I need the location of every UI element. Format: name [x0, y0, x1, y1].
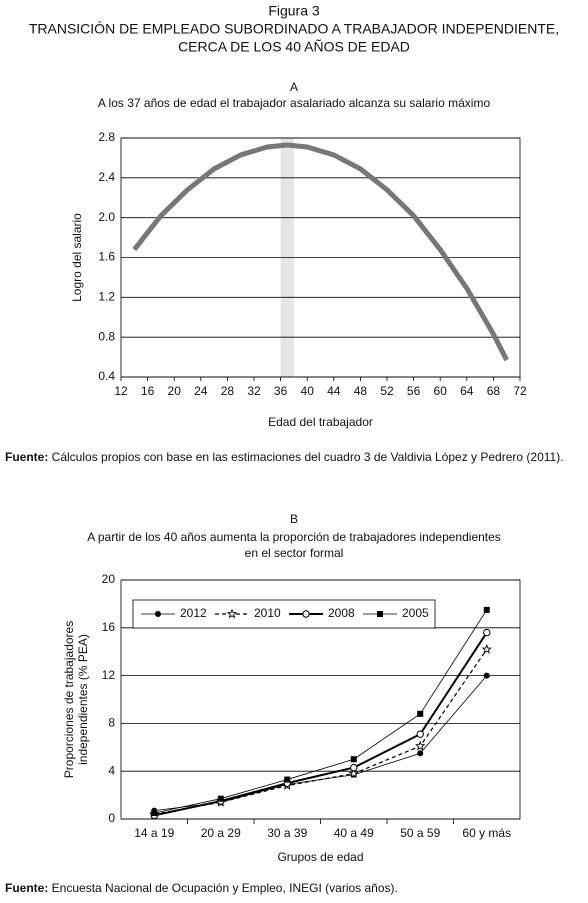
- salary-curve: [132, 142, 509, 362]
- x-tick-label: 60: [434, 384, 448, 398]
- x-axis-label: Edad del trabajador: [268, 415, 373, 429]
- source-b: Fuente: Encuesta Nacional de Ocupación y…: [5, 881, 398, 895]
- x-tick-label: 56: [407, 384, 421, 398]
- x-axis-label: Grupos de edad: [277, 850, 363, 864]
- series-line: [154, 609, 488, 814]
- figure-title: TRANSICIÓN DE EMPLEADO SUBORDINADO A TRA…: [29, 21, 559, 37]
- figure-title: CERCA DE LOS 40 AÑOS DE EDAD: [178, 39, 410, 55]
- panel-label: A: [290, 80, 298, 94]
- x-tick-label: 16: [141, 384, 155, 398]
- y-axis-label: independientes (% PEA): [76, 634, 90, 765]
- marker: [217, 795, 224, 802]
- x-tick-label: 44: [327, 384, 341, 398]
- legend-label: 2010: [254, 606, 281, 620]
- y-tick-label: 1.2: [98, 290, 115, 304]
- marker: [348, 768, 359, 779]
- x-tick-label: 20 a 29: [201, 826, 241, 840]
- x-tick-label: 28: [221, 384, 235, 398]
- marker: [483, 606, 490, 613]
- legend-label: 2005: [402, 606, 429, 620]
- x-tick-label: 48: [354, 384, 368, 398]
- source-label: Fuente:: [5, 881, 48, 895]
- x-tick-label: 50 a 59: [400, 826, 440, 840]
- figure-label: Figura 3: [268, 3, 320, 19]
- x-tick-label: 72: [513, 384, 527, 398]
- chart-subtitle: A los 37 años de edad el trabajador asal…: [98, 96, 491, 110]
- marker: [284, 776, 291, 783]
- marker: [417, 750, 424, 757]
- legend-marker: [302, 610, 310, 618]
- x-tick-label: 64: [460, 384, 474, 398]
- chart-subtitle: A partir de los 40 años aumenta la propo…: [87, 530, 501, 544]
- x-tick-label: 30 a 39: [267, 826, 307, 840]
- marker: [417, 710, 424, 717]
- marker: [416, 730, 424, 738]
- y-tick-label: 1.6: [98, 250, 115, 264]
- y-tick-label: 20: [102, 572, 116, 586]
- chart-subtitle: en el sector formal: [245, 546, 344, 560]
- legend-label: 2012: [180, 606, 207, 620]
- x-tick-label: 60 y más: [462, 826, 511, 840]
- y-tick-label: 4: [108, 763, 115, 777]
- y-tick-label: 12: [102, 668, 116, 682]
- y-axis-label: Proporciones de trabajadores: [62, 621, 76, 778]
- source-a: Fuente: Cálculos propios con base en las…: [5, 450, 564, 464]
- y-tick-label: 2.4: [98, 170, 115, 184]
- x-tick-label: 52: [380, 384, 394, 398]
- x-tick-label: 14 a 19: [134, 826, 174, 840]
- source-text: Cálculos propios con base en las estimac…: [48, 450, 563, 464]
- marker: [481, 643, 492, 654]
- y-tick-label: 16: [102, 620, 116, 634]
- y-tick-label: 0: [108, 811, 115, 825]
- series-line: [154, 648, 488, 815]
- x-tick-label: 12: [114, 384, 128, 398]
- y-tick-label: 0.4: [98, 369, 115, 383]
- marker: [151, 810, 158, 817]
- x-tick-label: 40: [301, 384, 315, 398]
- x-tick-label: 68: [487, 384, 501, 398]
- legend-label: 2008: [328, 606, 355, 620]
- x-tick-label: 24: [194, 384, 208, 398]
- legend-marker: [155, 611, 161, 617]
- source-label: Fuente:: [5, 450, 48, 464]
- x-tick-label: 20: [168, 384, 182, 398]
- marker: [415, 740, 426, 751]
- marker: [483, 672, 490, 679]
- y-axis-label: Logro del salario: [70, 213, 84, 302]
- x-tick-label: 40 a 49: [334, 826, 374, 840]
- marker: [350, 756, 357, 763]
- series-line: [154, 675, 488, 812]
- x-tick-label: 36: [274, 384, 288, 398]
- series-line: [154, 632, 488, 817]
- marker: [483, 628, 491, 637]
- y-tick-label: 8: [108, 716, 115, 730]
- panel-label: B: [290, 512, 298, 526]
- y-tick-label: 2.0: [98, 210, 115, 224]
- x-tick-label: 32: [247, 384, 261, 398]
- legend-marker: [377, 611, 383, 617]
- y-tick-label: 0.8: [98, 329, 115, 343]
- y-tick-label: 2.8: [98, 130, 115, 144]
- source-text: Encuesta Nacional de Ocupación y Empleo,…: [48, 881, 398, 895]
- plot-frame: [120, 137, 521, 378]
- legend-marker: [226, 608, 238, 619]
- marker: [350, 763, 358, 772]
